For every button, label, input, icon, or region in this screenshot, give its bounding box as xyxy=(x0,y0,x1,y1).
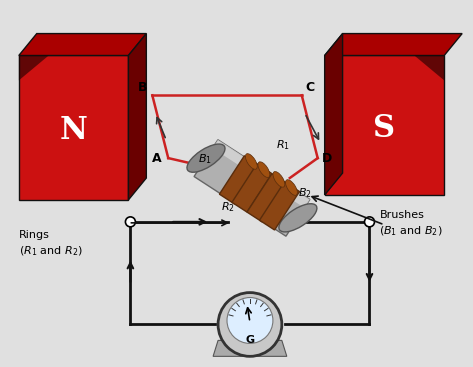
Text: Brushes
$(B_1$ and $B_2)$: Brushes $(B_1$ and $B_2)$ xyxy=(379,210,443,239)
Text: C: C xyxy=(306,81,315,94)
Polygon shape xyxy=(324,33,462,55)
Polygon shape xyxy=(19,55,49,80)
Polygon shape xyxy=(194,140,310,236)
Polygon shape xyxy=(219,156,259,204)
Polygon shape xyxy=(19,33,146,55)
Text: $R_2$: $R_2$ xyxy=(221,200,235,214)
Circle shape xyxy=(218,292,282,356)
Text: N: N xyxy=(60,115,88,146)
Circle shape xyxy=(125,217,135,227)
Polygon shape xyxy=(212,140,310,208)
Polygon shape xyxy=(232,164,272,212)
Ellipse shape xyxy=(286,180,298,195)
Polygon shape xyxy=(324,55,444,195)
Circle shape xyxy=(227,298,273,344)
Circle shape xyxy=(365,217,375,227)
Text: D: D xyxy=(322,152,332,165)
Polygon shape xyxy=(19,55,128,200)
Text: $R_1$: $R_1$ xyxy=(276,138,290,152)
Polygon shape xyxy=(414,55,444,80)
Polygon shape xyxy=(324,33,342,195)
Text: $B_1$: $B_1$ xyxy=(198,152,212,166)
Polygon shape xyxy=(247,174,287,222)
Ellipse shape xyxy=(187,144,225,172)
Ellipse shape xyxy=(273,171,285,187)
Text: $B_2$: $B_2$ xyxy=(298,186,312,200)
Text: Rings
$(R_1$ and $R_2)$: Rings $(R_1$ and $R_2)$ xyxy=(19,230,83,258)
Polygon shape xyxy=(128,33,146,200)
Text: G: G xyxy=(245,335,254,345)
Ellipse shape xyxy=(279,204,317,232)
Polygon shape xyxy=(213,341,287,356)
Ellipse shape xyxy=(258,162,270,177)
Text: A: A xyxy=(152,152,162,165)
Ellipse shape xyxy=(245,154,257,169)
Text: S: S xyxy=(373,113,395,144)
Polygon shape xyxy=(260,182,299,230)
Text: B: B xyxy=(139,81,148,94)
